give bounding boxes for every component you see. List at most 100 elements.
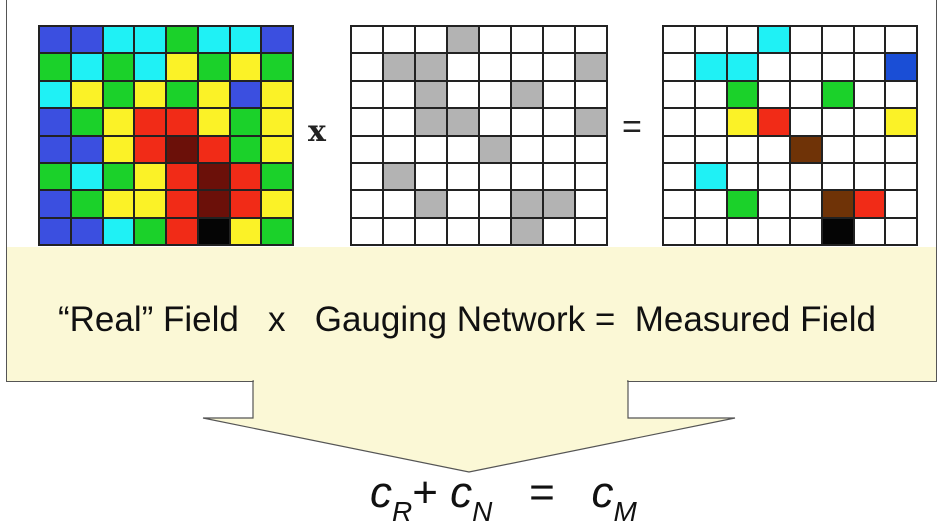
gauging-network-cell [479,108,511,136]
measured-field-cell [663,135,695,163]
gauging-network-cell [511,217,543,245]
measured-field-cell [790,217,822,245]
gauging-network-cell [415,135,447,163]
real-field-cell [197,26,230,54]
gauging-network-grid [350,25,608,246]
gauging-network-cell [415,53,447,81]
gauging-network-cell [575,53,607,81]
gauging-network-cell [543,80,575,109]
caption-text: “Real” Field x Gauging Network = Measure… [58,300,876,339]
real-field-cell [261,53,293,81]
measured-field-cell [758,26,790,54]
gauging-network-cell [479,80,511,109]
real-field-cell [102,26,135,54]
measured-field-cell [726,26,759,54]
gauging-network-cell [575,217,607,245]
real-field-cell [261,217,293,245]
gauging-network-cell [351,26,383,54]
gauging-network-cell [415,217,447,245]
measured-field-cell [790,108,822,136]
gauging-network-cell [575,80,607,109]
measured-field-cell [758,190,790,218]
measured-field-cell [694,162,727,191]
gauging-network-cell [479,26,511,54]
gauging-network-cell [447,162,479,191]
real-field-cell [134,162,166,191]
gauging-network-cell [543,135,575,163]
measured-field-cell [758,217,790,245]
real-field-cell [70,190,103,218]
gauging-network-cell [351,190,383,218]
gauging-network-cell [543,53,575,81]
measured-field-cell [790,190,822,218]
gauging-network-cell [511,108,543,136]
real-field-cell [70,26,103,54]
real-field-cell [261,108,293,136]
measured-field-cell [726,135,759,163]
measured-field-cell [821,53,854,81]
caption-box [6,247,937,382]
real-field-cell [70,162,103,191]
measured-field-cell [758,135,790,163]
measured-field-cell [790,26,822,54]
measured-field-grid [662,25,918,246]
measured-field-cell [885,162,917,191]
gauging-network-cell [415,190,447,218]
real-field-cell [261,162,293,191]
real-field-cell [197,53,230,81]
real-field-cell [39,108,71,136]
gauging-network-cell [351,80,383,109]
real-field-cell [261,135,293,163]
gauging-network-cell [511,26,543,54]
real-field-cell [229,80,262,109]
equals-operator: = [622,108,642,146]
gauging-network-cell [351,217,383,245]
gauging-network-cell [543,217,575,245]
real-field-cell [197,80,230,109]
measured-field-cell [853,53,886,81]
real-field-cell [229,135,262,163]
real-field-cell [229,26,262,54]
measured-field-cell [885,53,917,81]
gauging-network-cell [511,162,543,191]
measured-field-cell [758,162,790,191]
real-field-cell [39,135,71,163]
gauging-network-cell [351,135,383,163]
gauging-network-cell [511,80,543,109]
gauging-network-cell [511,53,543,81]
gauging-network-cell [383,53,415,81]
gauging-network-cell [447,217,479,245]
gauging-network-cell [415,80,447,109]
measured-field-cell [853,26,886,54]
gauging-network-cell [543,108,575,136]
multiply-operator: x [308,114,326,149]
real-field-cell [102,135,135,163]
real-field-cell [102,80,135,109]
term-c-m: cM [591,468,637,527]
measured-field-cell [821,190,854,218]
real-field-cell [166,162,198,191]
real-field-cell [134,26,166,54]
gauging-network-cell [447,80,479,109]
gauging-network-cell [543,162,575,191]
real-field-cell [261,26,293,54]
gauging-network-cell [575,135,607,163]
real-field-cell [39,26,71,54]
measured-field-cell [694,190,727,218]
measured-field-cell [821,80,854,109]
measured-field-cell [758,53,790,81]
gauging-network-cell [575,26,607,54]
measured-field-cell [790,135,822,163]
measured-field-cell [694,53,727,81]
real-field-cell [134,80,166,109]
real-field-cell [134,217,166,245]
real-field-cell [166,80,198,109]
gauging-network-cell [383,80,415,109]
gauging-network-cell [351,53,383,81]
measured-field-cell [821,162,854,191]
measured-field-cell [821,108,854,136]
measured-field-cell [663,162,695,191]
real-field-cell [166,108,198,136]
measured-field-cell [663,80,695,109]
